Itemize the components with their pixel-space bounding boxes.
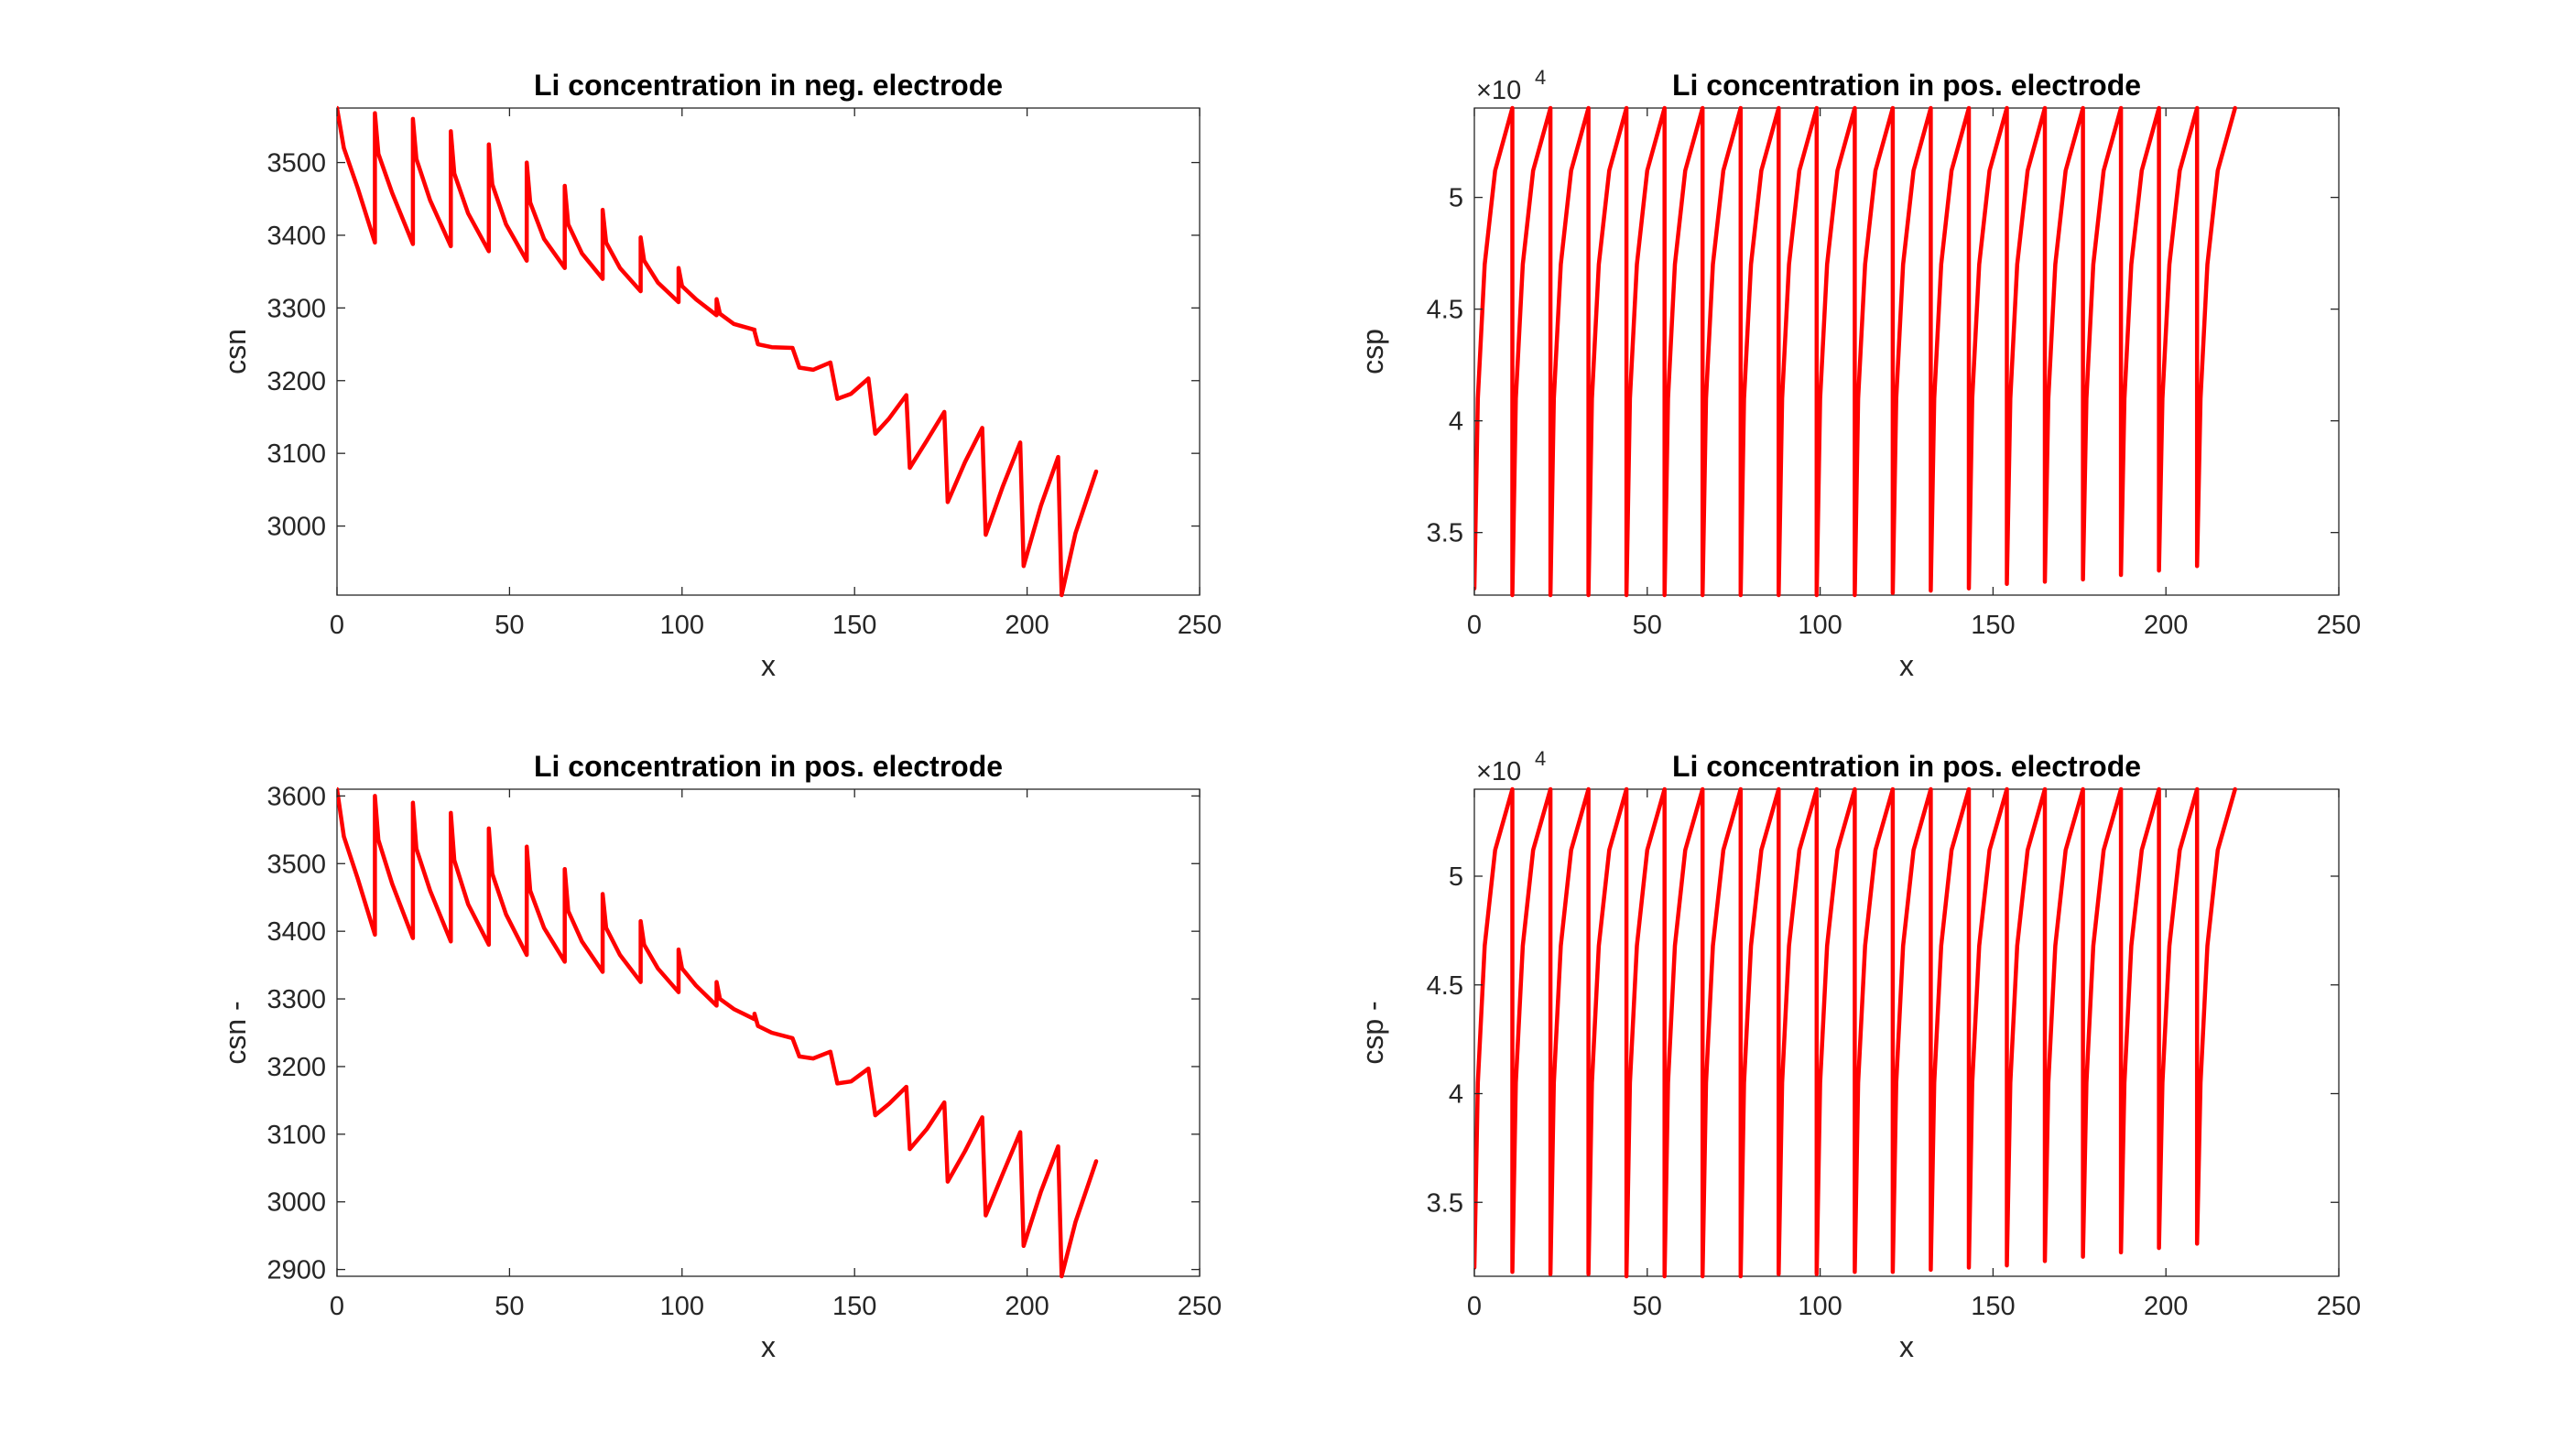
x-tick-label: 50 (1633, 611, 1662, 640)
series-line (1474, 105, 2237, 598)
chart-title: Li concentration in pos. electrode (1672, 750, 2141, 783)
y-axis-label: csp - (1356, 1001, 1389, 1064)
x-tick-label: 200 (1005, 1292, 1049, 1321)
x-tick-label: 150 (832, 1292, 876, 1321)
plot-area (1473, 788, 2340, 1277)
plot-area (336, 107, 1201, 596)
chart-panel-1: 0 50 100 150 200 250 3000 3100 3200 3300 3400 3500 L… (219, 69, 1222, 682)
y-tick-label: 3400 (266, 222, 326, 251)
y-tick-label: 3000 (266, 1188, 326, 1218)
x-tick-label: 150 (832, 611, 876, 640)
y-tick-label: 3300 (266, 985, 326, 1014)
x-tick-label: 200 (2144, 611, 2188, 640)
y-tick-label: 4 (1449, 407, 1463, 437)
y-tick-label: 3100 (266, 439, 326, 469)
y-tick-label: 3500 (266, 149, 326, 179)
chart-title: Li concentration in pos. electrode (1672, 69, 2141, 102)
x-tick-label: 100 (1798, 1292, 1842, 1321)
x-tick-label: 200 (1005, 611, 1049, 640)
y-tick-label: 3000 (266, 513, 326, 542)
y-tick-label: 3500 (266, 850, 326, 879)
y-tick-label: 5 (1449, 862, 1463, 892)
y-tick-label: 5 (1449, 184, 1463, 213)
x-tick-label: 0 (1467, 611, 1482, 640)
y-tick-label: 2900 (266, 1256, 326, 1285)
x-tick-label: 150 (1971, 1292, 2015, 1321)
y-exponent-label: ×10 (1476, 757, 1521, 786)
y-tick-label: 4.5 (1427, 296, 1463, 325)
y-axis-label: csp (1356, 329, 1389, 374)
x-tick-label: 50 (1633, 1292, 1662, 1321)
chart-panel-2: 0 50 100 150 200 250 3.5 4 4.5 5 Li concentration … (1356, 66, 2361, 682)
y-tick-label: 3.5 (1427, 519, 1463, 548)
y-tick-label: 4.5 (1427, 971, 1463, 1001)
y-tick-label: 4 (1449, 1080, 1463, 1110)
x-axis-label: x (761, 649, 776, 682)
x-tick-label: 50 (495, 611, 524, 640)
y-exponent-power: 4 (1535, 747, 1546, 770)
y-exponent-label: ×10 (1476, 76, 1521, 105)
series-line (337, 105, 1099, 598)
x-tick-label: 250 (1178, 1292, 1222, 1321)
x-axis-label: x (1899, 1330, 1914, 1363)
x-tick-label: 0 (330, 1292, 344, 1321)
y-tick-label: 3300 (266, 294, 326, 323)
y-tick-label: 3100 (266, 1121, 326, 1150)
x-tick-label: 100 (660, 1292, 704, 1321)
y-tick-label: 3600 (266, 782, 326, 811)
plot-area (1473, 107, 2340, 596)
x-tick-label: 250 (2317, 611, 2361, 640)
chart-panel-3: 0 50 100 150 200 250 2900 3000 3100 3200 3300 3400 3… (219, 750, 1222, 1363)
y-exponent-power: 4 (1535, 66, 1546, 89)
x-tick-label: 50 (495, 1292, 524, 1321)
x-tick-label: 100 (1798, 611, 1842, 640)
y-tick-label: 3.5 (1427, 1188, 1463, 1218)
y-tick-label: 3200 (266, 367, 326, 396)
x-tick-label: 100 (660, 611, 704, 640)
series-line (337, 786, 1099, 1279)
x-tick-label: 150 (1971, 611, 2015, 640)
y-axis-label: csn (219, 329, 252, 374)
x-tick-label: 0 (1467, 1292, 1482, 1321)
x-axis-label: x (761, 1330, 776, 1363)
series-line (1474, 786, 2237, 1279)
x-axis-label: x (1899, 649, 1914, 682)
chart-title: Li concentration in pos. electrode (534, 750, 1003, 783)
chart-title: Li concentration in neg. electrode (534, 69, 1003, 102)
x-tick-label: 250 (1178, 611, 1222, 640)
y-axis-label: csn - (219, 1001, 252, 1064)
chart-panel-4: 0 50 100 150 200 250 3.5 4 4.5 5 Li concentration … (1356, 747, 2361, 1363)
y-tick-label: 3200 (266, 1053, 326, 1082)
x-tick-label: 200 (2144, 1292, 2188, 1321)
x-tick-label: 0 (330, 611, 344, 640)
y-tick-label: 3400 (266, 917, 326, 947)
x-tick-label: 250 (2317, 1292, 2361, 1321)
